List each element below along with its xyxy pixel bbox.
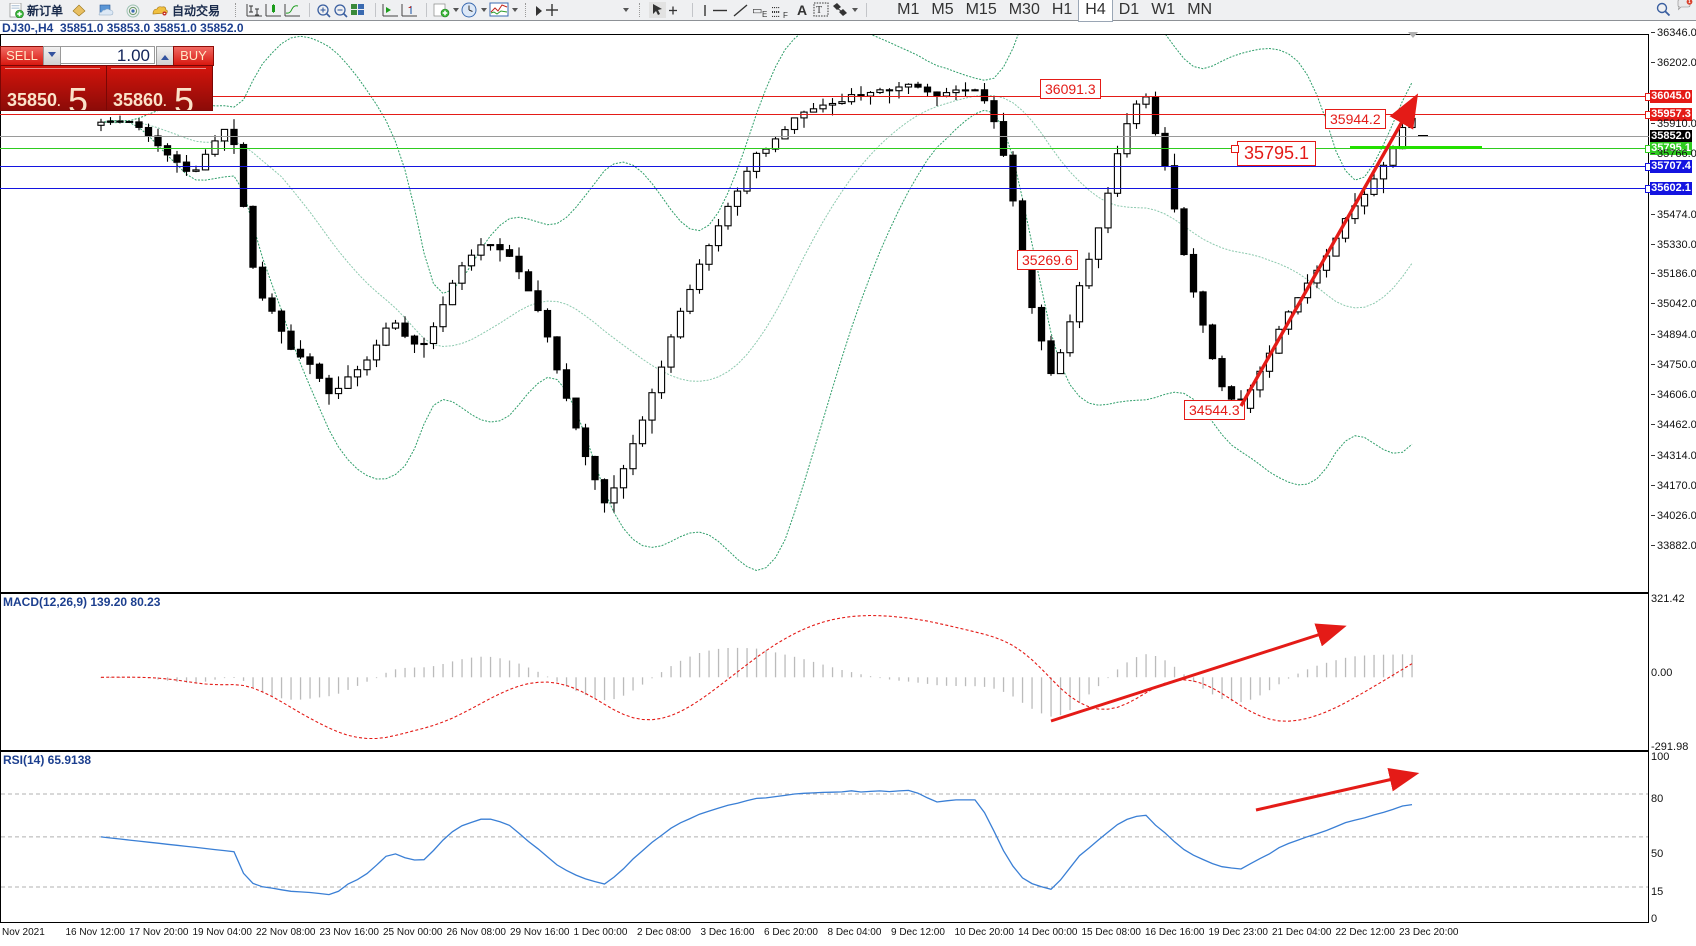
svg-text:E: E	[762, 10, 767, 18]
svg-text:▭: ▭	[752, 5, 762, 17]
svg-text:::::: ::::	[771, 8, 780, 18]
svg-text:F: F	[783, 11, 788, 18]
svg-text:T: T	[816, 5, 822, 16]
